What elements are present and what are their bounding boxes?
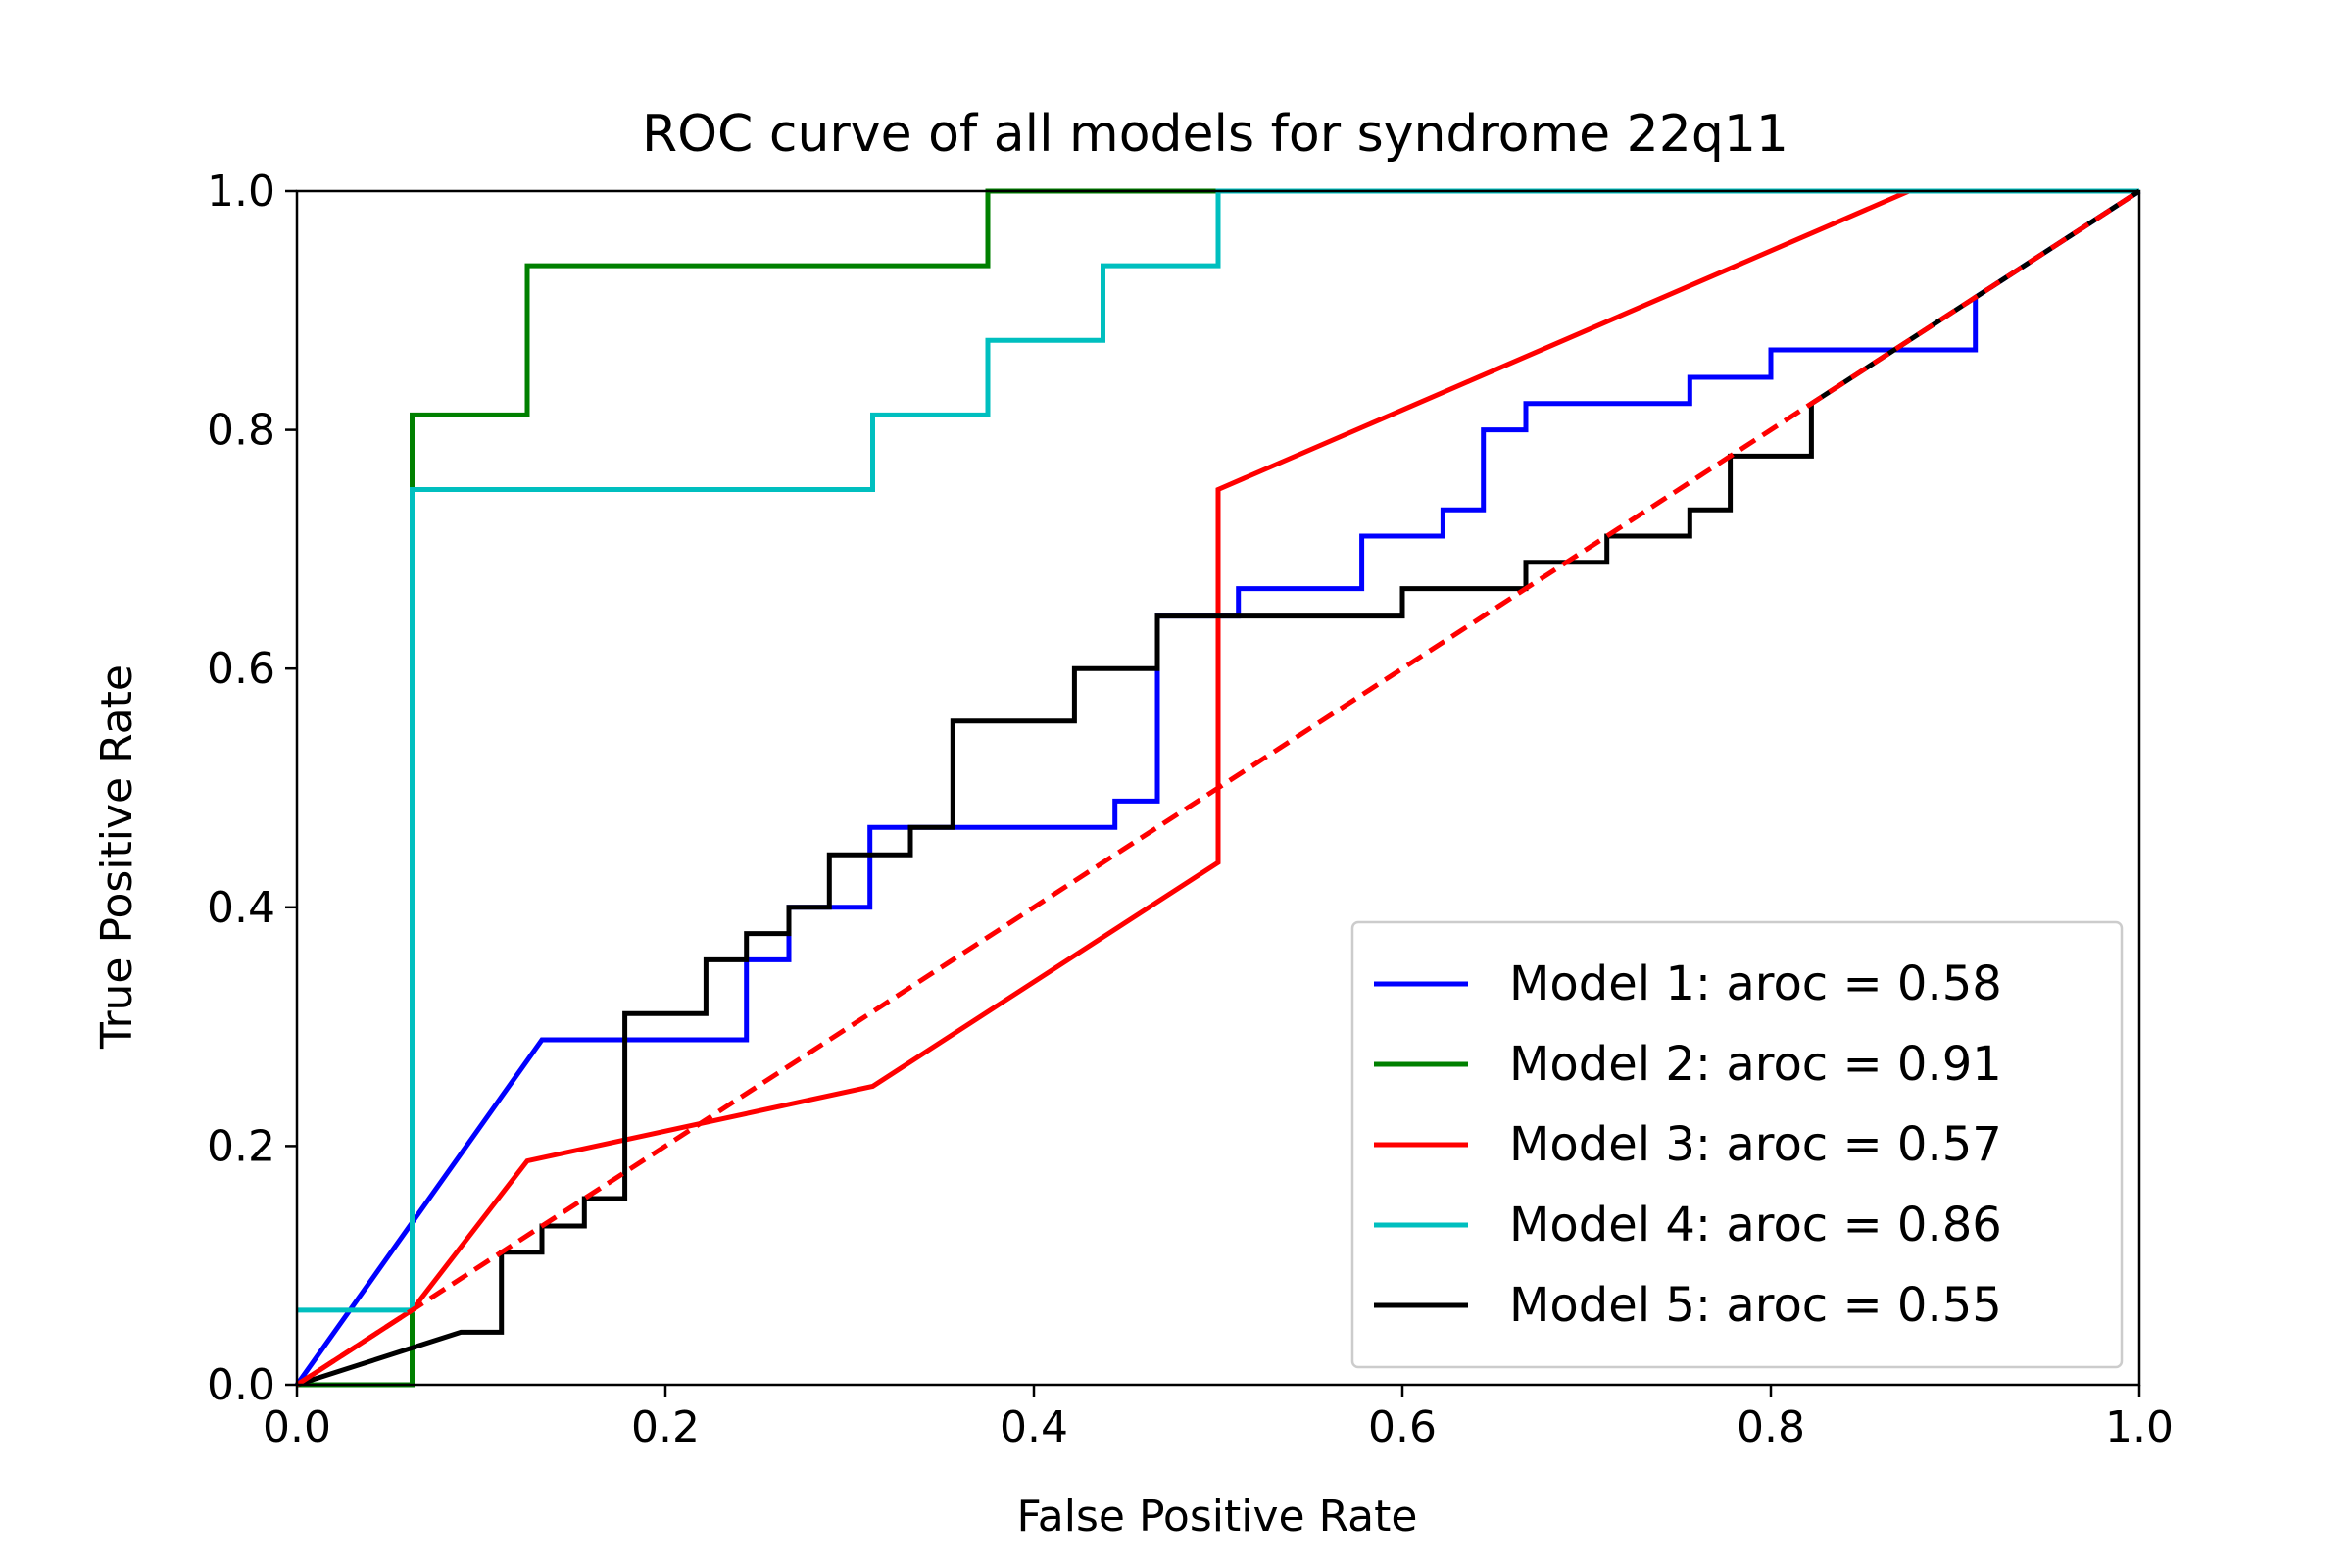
legend-label: Model 1: aroc = 0.58: [1509, 956, 2002, 1011]
series-line-model-3: [295, 188, 2139, 1388]
y-tick-label: 0.2: [207, 1121, 275, 1171]
legend-label: Model 4: aroc = 0.86: [1509, 1198, 2002, 1252]
plot-lines: [294, 188, 2141, 1388]
legend-label: Model 2: aroc = 0.91: [1509, 1037, 2002, 1092]
y-axis-label: True Positive Rate: [92, 664, 142, 1050]
x-tick-label: 0.2: [631, 1402, 700, 1452]
y-axis-ticks: 0.0 0.2 0.4 0.6 0.8 1.0: [207, 167, 297, 1410]
series-line-model-4: [297, 188, 2139, 1313]
reference-diagonal-line: [295, 188, 2141, 1388]
plot-frame: [295, 189, 2141, 1387]
legend-box: [1350, 920, 2124, 1369]
y-tick-label: 0.0: [207, 1360, 275, 1410]
legend-label: Model 3: aroc = 0.57: [1509, 1117, 2002, 1172]
y-tick-label: 0.8: [207, 406, 275, 456]
y-tick-label: 1.0: [207, 167, 275, 217]
x-tick-label: 0.6: [1368, 1402, 1437, 1452]
series-line-model-5: [296, 188, 2141, 1388]
chart-title: ROC curve of all models for syndrome 22q…: [642, 105, 1788, 164]
legend-label: Model 5: aroc = 0.55: [1509, 1278, 2002, 1333]
x-tick-label: 1.0: [2105, 1402, 2174, 1452]
legend: Model 1: aroc = 0.58 Model 2: aroc = 0.91…: [1350, 920, 2124, 1369]
y-tick-label: 0.6: [207, 644, 275, 694]
x-axis-label: False Positive Rate: [1017, 1492, 1418, 1542]
x-axis-ticks: 0.0 0.2 0.4 0.6 0.8 1.0: [263, 1385, 2174, 1452]
x-tick-label: 0.4: [1000, 1402, 1068, 1452]
x-tick-label: 0.8: [1737, 1402, 1805, 1452]
x-tick-label: 0.0: [263, 1402, 331, 1452]
y-tick-label: 0.4: [207, 883, 275, 933]
